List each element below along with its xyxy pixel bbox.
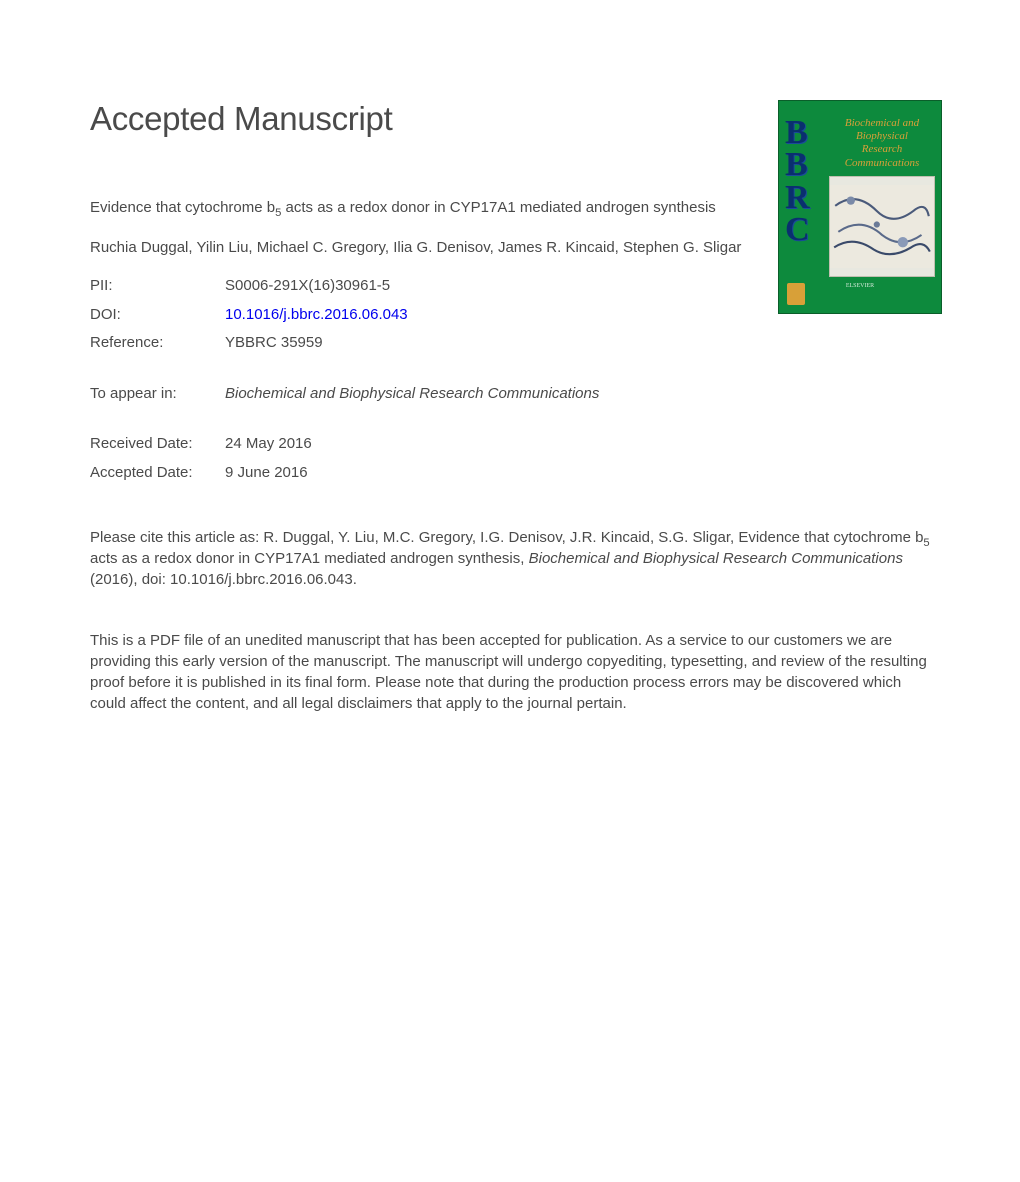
- reference-row: Reference: YBBRC 35959: [90, 329, 940, 358]
- appear-row: To appear in: Biochemical and Biophysica…: [90, 380, 940, 409]
- citation-post: (2016), doi: 10.1016/j.bbrc.2016.06.043.: [90, 571, 357, 588]
- appear-value: Biochemical and Biophysical Research Com…: [225, 380, 599, 409]
- cover-top-strip: [785, 107, 935, 113]
- accepted-row: Accepted Date: 9 June 2016: [90, 459, 940, 488]
- received-row: Received Date: 24 May 2016: [90, 430, 940, 459]
- citation-mid: acts as a redox donor in CYP17A1 mediate…: [90, 550, 529, 567]
- cover-top-left: [785, 107, 787, 113]
- doi-label: DOI:: [90, 301, 225, 330]
- cover-journal-title: Biochemical and Biophysical Research Com…: [829, 117, 935, 170]
- reference-label: Reference:: [90, 329, 225, 358]
- cover-jline-3: Research: [829, 143, 935, 156]
- appear-label: To appear in:: [90, 380, 225, 409]
- elsevier-tree-icon: [787, 283, 805, 305]
- title-text-post: acts as a redox donor in CYP17A1 mediate…: [281, 199, 715, 216]
- citation-pre: Please cite this article as: R. Duggal, …: [90, 529, 923, 546]
- disclaimer-text: This is a PDF file of an unedited manusc…: [90, 630, 930, 714]
- cover-artwork: [829, 176, 935, 277]
- cover-jline-1: Biochemical and: [829, 117, 935, 130]
- article-title: Evidence that cytochrome b5 acts as a re…: [90, 196, 750, 219]
- title-text-pre: Evidence that cytochrome b: [90, 199, 275, 216]
- citation-subscript: 5: [923, 537, 929, 549]
- cover-publisher: ELSEVIER: [785, 283, 935, 289]
- accepted-value: 9 June 2016: [225, 459, 308, 488]
- cover-jline-2: Biophysical: [829, 130, 935, 143]
- authors-list: Ruchia Duggal, Yilin Liu, Michael C. Gre…: [90, 237, 750, 258]
- cover-art-svg: [830, 177, 934, 276]
- cover-jline-4: Communications: [829, 157, 935, 170]
- cover-body: B B R C Biochemical and Biophysical Rese…: [785, 117, 935, 277]
- received-label: Received Date:: [90, 430, 225, 459]
- journal-cover: B B R C Biochemical and Biophysical Rese…: [778, 100, 942, 314]
- dates-block: Received Date: 24 May 2016 Accepted Date…: [90, 430, 940, 487]
- received-value: 24 May 2016: [225, 430, 312, 459]
- appear-block: To appear in: Biochemical and Biophysica…: [90, 380, 940, 409]
- cover-top-right: [934, 107, 936, 113]
- citation-text: Please cite this article as: R. Duggal, …: [90, 527, 930, 590]
- cover-letter-r: R: [785, 182, 823, 214]
- doi-link[interactable]: 10.1016/j.bbrc.2016.06.043: [225, 301, 408, 330]
- reference-value: YBBRC 35959: [225, 329, 323, 358]
- cover-right-column: Biochemical and Biophysical Research Com…: [829, 117, 935, 277]
- cover-bbrc-letters: B B R C: [785, 117, 823, 277]
- cover-letter-b2: B: [785, 149, 823, 181]
- citation-journal: Biochemical and Biophysical Research Com…: [529, 550, 903, 567]
- accepted-label: Accepted Date:: [90, 459, 225, 488]
- cover-letter-b1: B: [785, 117, 823, 149]
- pii-value: S0006-291X(16)30961-5: [225, 272, 390, 301]
- pii-label: PII:: [90, 272, 225, 301]
- cover-letter-c: C: [785, 214, 823, 246]
